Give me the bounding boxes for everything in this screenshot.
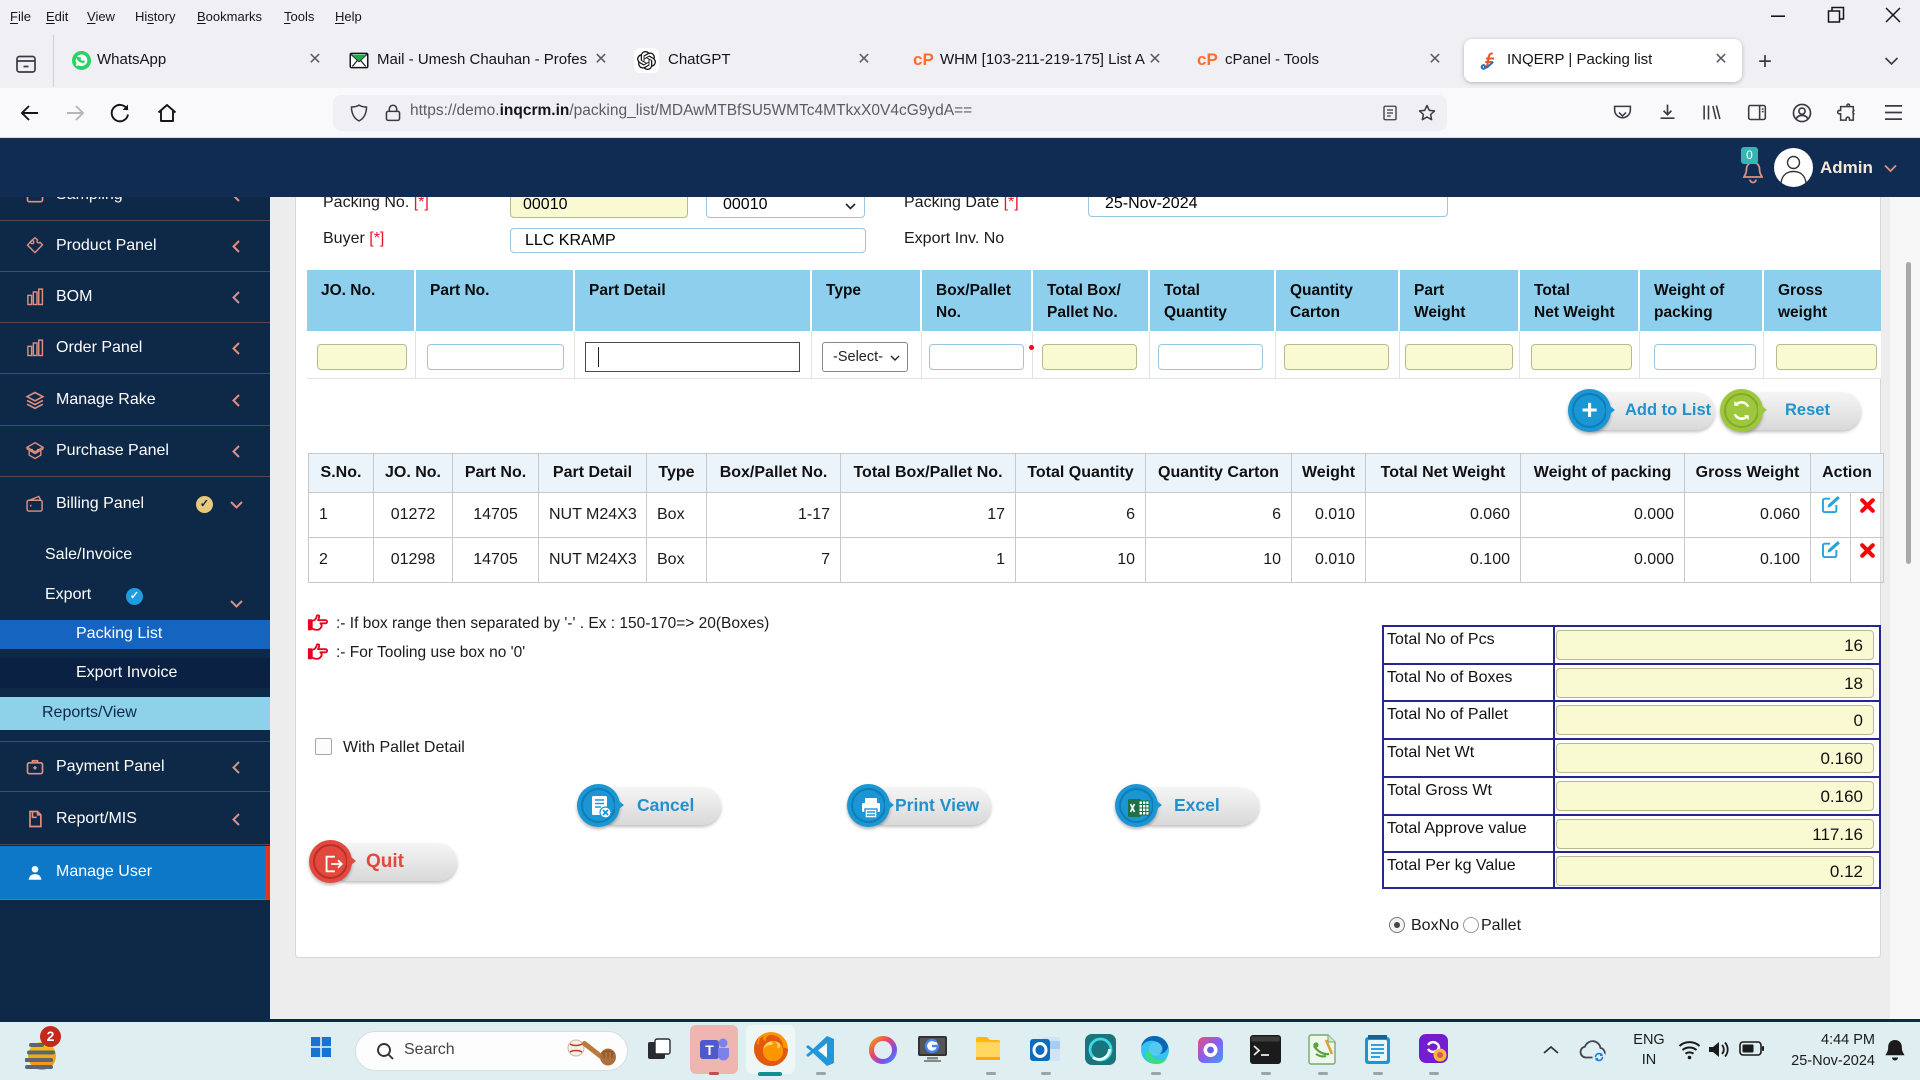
svg-text:T: T	[705, 1042, 714, 1058]
